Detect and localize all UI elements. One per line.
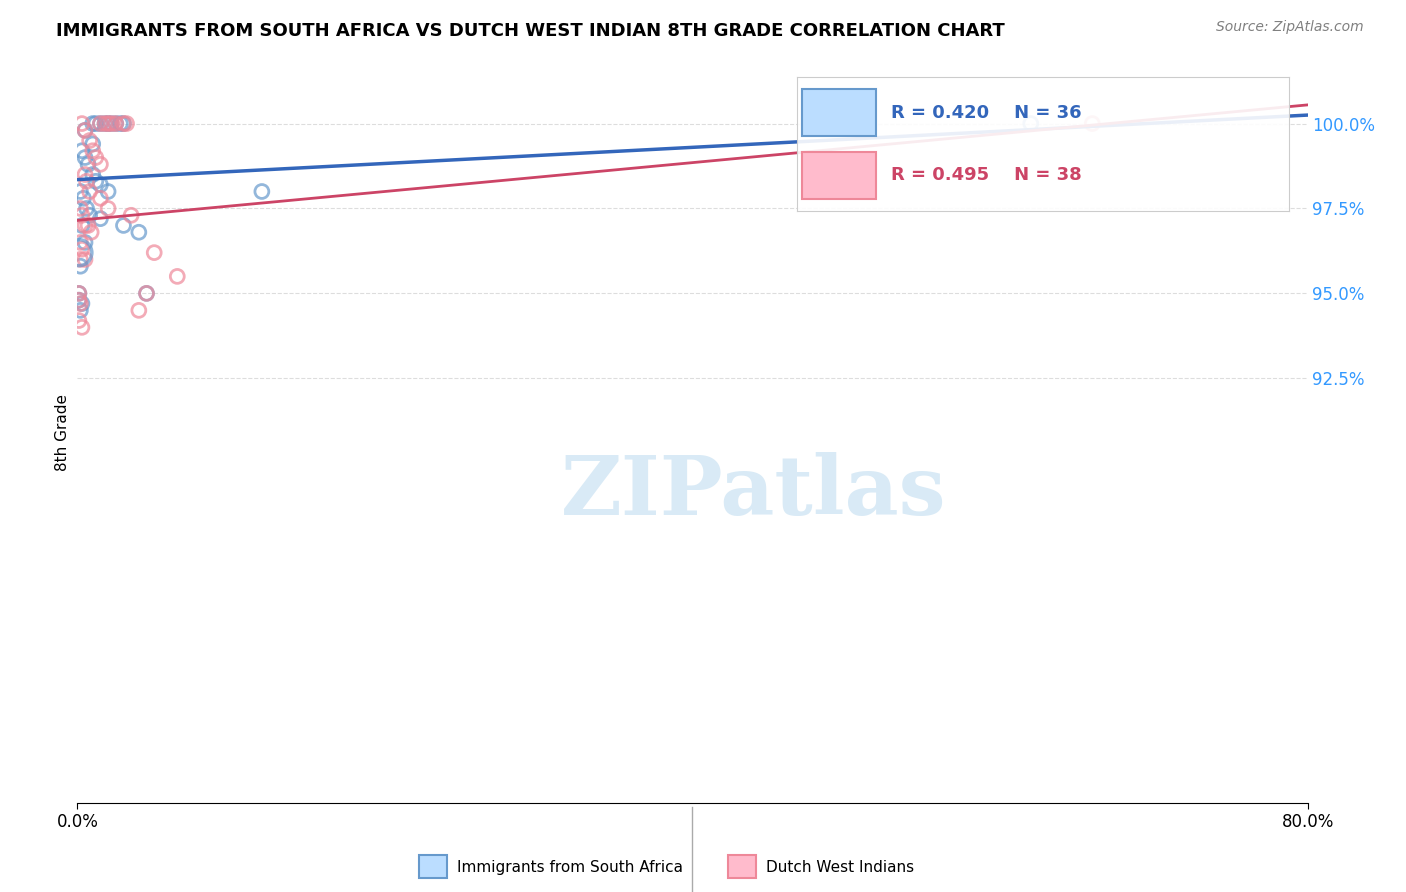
- Point: [97, 117, 120, 131]
- Point: [69, 303, 91, 318]
- Point: [84, 151, 107, 165]
- Point: [97, 117, 120, 131]
- Point: [77, 219, 100, 233]
- Point: [76, 202, 98, 216]
- Text: Immigrants from South Africa: Immigrants from South Africa: [457, 860, 683, 874]
- Point: [69, 252, 91, 267]
- Point: [80, 225, 103, 239]
- Point: [73, 123, 96, 137]
- Point: [69, 259, 91, 273]
- Point: [70, 320, 93, 334]
- Point: [1019, 117, 1042, 131]
- Point: [73, 168, 96, 182]
- Point: [67, 245, 90, 260]
- Point: [69, 296, 91, 310]
- Point: [97, 202, 120, 216]
- Point: [70, 208, 93, 222]
- Point: [112, 117, 135, 131]
- Point: [73, 235, 96, 250]
- Text: Dutch West Indians: Dutch West Indians: [766, 860, 914, 874]
- Point: [89, 117, 111, 131]
- Point: [250, 185, 273, 199]
- Point: [110, 117, 132, 131]
- Point: [84, 174, 107, 188]
- Point: [70, 242, 93, 256]
- Point: [82, 144, 104, 158]
- Point: [112, 117, 135, 131]
- Text: ZIPatlas: ZIPatlas: [561, 452, 946, 532]
- Point: [100, 117, 122, 131]
- Point: [94, 117, 117, 131]
- Point: [73, 151, 96, 165]
- Point: [73, 219, 96, 233]
- Point: [128, 225, 150, 239]
- Point: [69, 235, 91, 250]
- Point: [73, 252, 96, 267]
- Point: [120, 208, 142, 222]
- Text: Source: ZipAtlas.com: Source: ZipAtlas.com: [1216, 20, 1364, 34]
- Point: [143, 245, 166, 260]
- Point: [104, 117, 127, 131]
- Point: [89, 191, 111, 205]
- Point: [82, 117, 104, 131]
- Point: [69, 185, 91, 199]
- Point: [115, 117, 138, 131]
- Point: [73, 123, 96, 137]
- Point: [97, 185, 120, 199]
- Text: IMMIGRANTS FROM SOUTH AFRICA VS DUTCH WEST INDIAN 8TH GRADE CORRELATION CHART: IMMIGRANTS FROM SOUTH AFRICA VS DUTCH WE…: [56, 22, 1005, 40]
- Point: [70, 117, 93, 131]
- Point: [82, 168, 104, 182]
- Point: [77, 157, 100, 171]
- Point: [1081, 117, 1104, 131]
- Point: [70, 219, 93, 233]
- Point: [94, 117, 117, 131]
- Point: [100, 117, 122, 131]
- Point: [135, 286, 157, 301]
- Point: [79, 185, 101, 199]
- Point: [79, 134, 101, 148]
- Point: [70, 144, 93, 158]
- Point: [67, 286, 90, 301]
- Point: [89, 157, 111, 171]
- Point: [104, 117, 127, 131]
- Point: [166, 269, 188, 284]
- Point: [84, 117, 107, 131]
- Point: [67, 286, 90, 301]
- Point: [76, 174, 98, 188]
- Point: [89, 178, 111, 192]
- Point: [69, 202, 91, 216]
- Point: [89, 211, 111, 226]
- Point: [79, 208, 101, 222]
- Point: [112, 219, 135, 233]
- Point: [135, 286, 157, 301]
- Point: [67, 293, 90, 308]
- Point: [72, 191, 94, 205]
- Point: [82, 136, 104, 151]
- Y-axis label: 8th Grade: 8th Grade: [55, 394, 70, 471]
- Point: [70, 296, 93, 310]
- Point: [67, 313, 90, 327]
- Point: [89, 117, 111, 131]
- Point: [128, 303, 150, 318]
- Point: [67, 293, 90, 308]
